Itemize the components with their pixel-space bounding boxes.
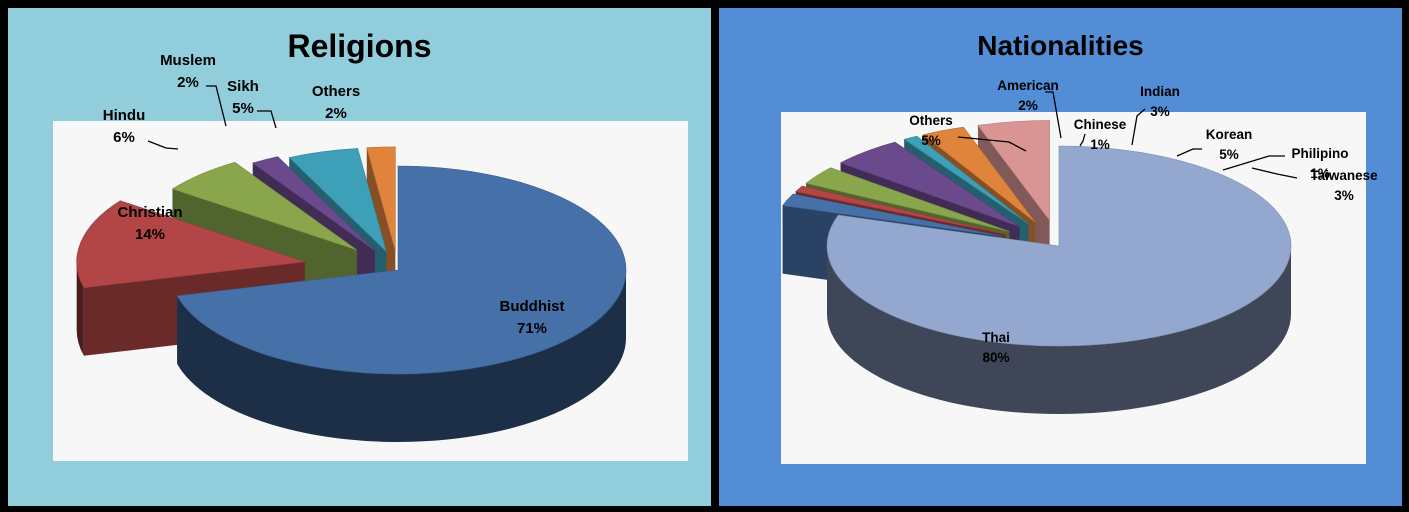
- nationalities-leader-chinese: [1079, 133, 1086, 147]
- nationalities-leader-philipino: [1222, 155, 1285, 171]
- nationalities-label-korean: Korean: [1206, 127, 1253, 142]
- religions-value-muslem: 2%: [177, 74, 199, 91]
- nationalities-value-philipino: 1%: [1310, 166, 1330, 181]
- nationalities-leader-others: [957, 136, 1027, 152]
- religions-label-others: Others: [312, 83, 360, 100]
- religions-value-sikh: 5%: [232, 100, 254, 117]
- religions-leader-hindu: [147, 140, 179, 150]
- nationalities-slice-thai: [826, 145, 1292, 414]
- nationalities-label-philipino: Philipino: [1292, 146, 1349, 161]
- religions-value-others: 2%: [325, 105, 347, 122]
- nationalities-label-thai: Thai: [982, 330, 1010, 345]
- nationalities-value-korean: 5%: [1219, 147, 1239, 162]
- nationalities-value-chinese: 1%: [1090, 137, 1110, 152]
- religions-chart-panel: Religions Buddhist 71% Christian 14% Hindu 6%…: [8, 8, 711, 506]
- religions-slice-buddhist: [176, 165, 627, 442]
- religions-chart-title: Religions: [287, 28, 432, 64]
- nationalities-leader-american: [1045, 91, 1062, 139]
- religions-value-buddhist: 71%: [517, 320, 547, 337]
- nationalities-chart-title: Nationalities: [977, 30, 1144, 61]
- nationalities-value-indian: 3%: [1150, 104, 1170, 119]
- religions-value-hindu: 6%: [113, 129, 135, 146]
- nationalities-label-american: American: [997, 78, 1059, 93]
- nationalities-label-others: Others: [909, 113, 953, 128]
- nationalities-chart-panel: Nationalities Thai 80% American 2% Chinese 1%…: [719, 8, 1402, 506]
- nationalities-label-chinese: Chinese: [1074, 117, 1127, 132]
- nationalities-label-indian: Indian: [1140, 84, 1180, 99]
- nationalities-value-american: 2%: [1018, 98, 1038, 113]
- religions-leader-sikh: [257, 110, 277, 129]
- religions-label-christian: Christian: [117, 204, 182, 221]
- religions-value-christian: 14%: [135, 226, 165, 243]
- nationalities-value-taiwanese: 3%: [1334, 188, 1354, 203]
- religions-label-muslem: Muslem: [160, 52, 216, 69]
- nationalities-leader-indian: [1131, 108, 1146, 146]
- religions-label-hindu: Hindu: [103, 107, 146, 124]
- nationalities-label-taiwanese: Taiwanese: [1310, 168, 1378, 183]
- nationalities-leader-taiwanese: [1251, 167, 1298, 179]
- nationalities-value-others: 5%: [921, 133, 941, 148]
- religions-label-buddhist: Buddhist: [500, 298, 565, 315]
- religions-pie-chart: Buddhist 71% Christian 14% Hindu 6% Muslem 2% Si…: [76, 52, 627, 442]
- nationalities-pie-chart: Thai 80% American 2% Chinese 1% Indian 3% Korean…: [782, 78, 1378, 414]
- religions-label-sikh: Sikh: [227, 78, 259, 95]
- nationalities-leader-korean: [1176, 148, 1202, 157]
- religions-leader-muslem: [206, 85, 227, 127]
- nationalities-value-thai: 80%: [982, 350, 1009, 365]
